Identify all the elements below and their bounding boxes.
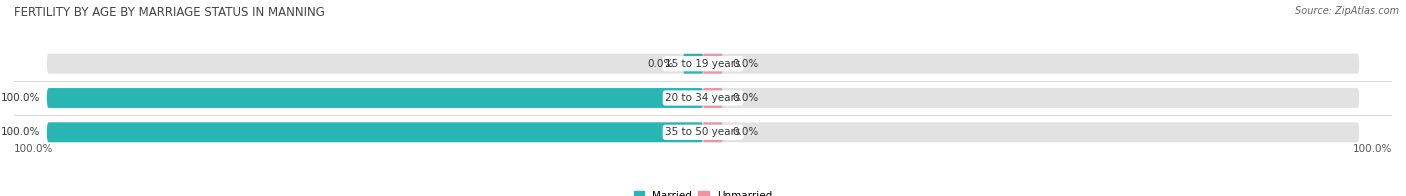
FancyBboxPatch shape <box>46 88 1360 108</box>
FancyBboxPatch shape <box>703 54 723 74</box>
Text: 0.0%: 0.0% <box>733 127 759 137</box>
FancyBboxPatch shape <box>703 122 723 142</box>
Legend: Married, Unmarried: Married, Unmarried <box>630 186 776 196</box>
Text: 100.0%: 100.0% <box>1 127 41 137</box>
FancyBboxPatch shape <box>46 122 703 142</box>
FancyBboxPatch shape <box>46 122 1360 142</box>
Text: 100.0%: 100.0% <box>14 143 53 154</box>
Text: 0.0%: 0.0% <box>733 59 759 69</box>
Text: Source: ZipAtlas.com: Source: ZipAtlas.com <box>1295 6 1399 16</box>
Text: 15 to 19 years: 15 to 19 years <box>665 59 741 69</box>
Text: 0.0%: 0.0% <box>733 93 759 103</box>
Text: 100.0%: 100.0% <box>1353 143 1392 154</box>
Text: 35 to 50 years: 35 to 50 years <box>665 127 741 137</box>
Text: 100.0%: 100.0% <box>1 93 41 103</box>
Text: FERTILITY BY AGE BY MARRIAGE STATUS IN MANNING: FERTILITY BY AGE BY MARRIAGE STATUS IN M… <box>14 6 325 19</box>
FancyBboxPatch shape <box>46 88 703 108</box>
Text: 0.0%: 0.0% <box>647 59 673 69</box>
Text: 20 to 34 years: 20 to 34 years <box>665 93 741 103</box>
FancyBboxPatch shape <box>703 88 723 108</box>
FancyBboxPatch shape <box>46 54 1360 74</box>
FancyBboxPatch shape <box>683 54 703 74</box>
